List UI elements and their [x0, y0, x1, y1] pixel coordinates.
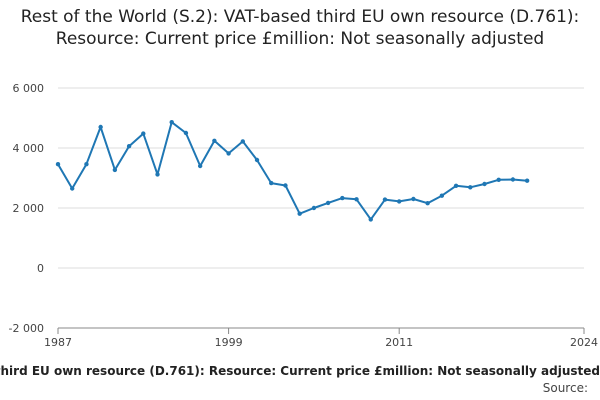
series-legend-label: Rest of the World (S.2): VAT-based third…	[0, 364, 600, 378]
y-tick-label: 6 000	[13, 82, 45, 95]
data-point[interactable]	[439, 193, 445, 198]
data-point[interactable]	[84, 162, 89, 167]
data-point[interactable]	[254, 157, 260, 163]
data-point[interactable]	[70, 186, 75, 191]
data-point[interactable]	[325, 200, 331, 206]
data-point[interactable]	[269, 180, 274, 186]
source-label: Source:	[542, 381, 588, 395]
data-point[interactable]	[212, 138, 217, 143]
data-point[interactable]	[482, 181, 487, 187]
y-axis: -2 000 0 2 000 4 000 6 000	[9, 82, 44, 335]
x-axis: 1987 1999 2011 2024	[44, 327, 598, 349]
x-tick-label: 1999	[215, 336, 243, 349]
data-point[interactable]	[396, 199, 402, 204]
series-legend-text: Rest of the World (S.2): VAT-based third…	[0, 364, 600, 378]
grid-lines	[58, 87, 584, 329]
data-point[interactable]	[155, 172, 160, 177]
data-point[interactable]	[183, 130, 189, 136]
data-point[interactable]	[411, 196, 416, 202]
data-point[interactable]	[496, 177, 501, 182]
data-point[interactable]	[425, 201, 430, 206]
data-point[interactable]	[510, 177, 516, 182]
data-point[interactable]	[226, 151, 231, 156]
data-point[interactable]	[283, 183, 288, 188]
series-line	[57, 121, 528, 221]
data-point[interactable]	[197, 163, 203, 169]
series-layer	[55, 120, 530, 222]
data-point[interactable]	[297, 211, 302, 216]
data-point[interactable]	[340, 195, 345, 201]
data-point[interactable]	[524, 178, 530, 183]
y-tick-label: -2 000	[9, 322, 44, 335]
x-tick-label: 1987	[44, 336, 72, 349]
data-point[interactable]	[112, 167, 118, 173]
data-point[interactable]	[126, 144, 132, 149]
y-tick-label: 0	[37, 262, 44, 275]
data-point[interactable]	[311, 205, 317, 211]
data-point[interactable]	[382, 197, 388, 202]
data-point[interactable]	[368, 217, 373, 222]
data-point[interactable]	[453, 183, 459, 188]
y-tick-label: 4 000	[13, 142, 45, 155]
data-point[interactable]	[55, 162, 61, 167]
x-tick-label: 2011	[385, 336, 413, 349]
chart-title: Rest of the World (S.2): VAT-based third…	[20, 7, 580, 49]
data-point[interactable]	[240, 139, 246, 144]
x-tick-label: 2024	[570, 336, 598, 349]
data-point[interactable]	[98, 124, 103, 130]
data-point[interactable]	[169, 120, 174, 125]
data-point[interactable]	[141, 131, 146, 136]
data-point[interactable]	[354, 197, 359, 202]
data-point[interactable]	[468, 185, 473, 190]
y-tick-label: 2 000	[13, 202, 45, 215]
